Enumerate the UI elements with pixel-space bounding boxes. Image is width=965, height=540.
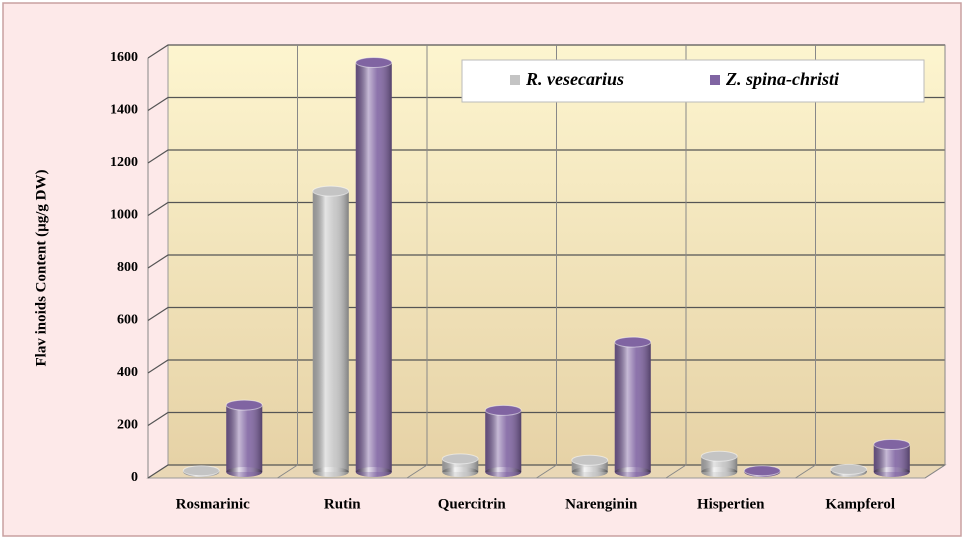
y-tick-label: 1400 [110,103,138,118]
cylinder-base-shade [442,467,479,477]
floor-divider [277,464,298,479]
cylinder-top [182,465,220,477]
cylinder-base-shade [355,467,392,477]
x-tick-label: Rosmarinic [176,496,251,512]
y-axis-title: Flav inoids Content (µg/g DW) [33,170,49,367]
x-tick-label: Hispertien [697,496,765,512]
bar-shade [485,410,522,472]
cylinder-top [571,454,609,466]
bar-shade [614,342,651,472]
y-tick-label: 200 [117,418,138,433]
legend-swatch [710,75,720,85]
floor-divider [406,464,428,479]
cylinder-top [441,453,479,465]
floor-divider [924,464,946,479]
legend-box [461,59,925,103]
floor-divider [536,464,557,479]
y-tick-label: 800 [117,260,138,275]
bar-shade [355,62,392,472]
cylinder-base-shade [312,467,349,477]
y-tick-label: 400 [117,365,138,380]
cylinder-top [700,450,738,462]
cylinder-top [830,463,868,475]
bar-shade [571,460,608,472]
x-tick-label: Narenginin [565,496,638,512]
y-tick-label: 1000 [110,208,138,223]
cylinder-base-shade [701,467,738,477]
cylinder-top [225,399,263,411]
legend-label: R. vesecarius [525,69,624,89]
cylinder-top [614,336,652,348]
legend-swatch [510,75,520,85]
y-tick-label: 1600 [110,50,138,65]
cylinder-base-shade [226,467,263,477]
cylinder-top [355,57,393,68]
y-tick-label: 1200 [110,155,138,170]
floor-divider [665,464,687,479]
cylinder-top [484,404,522,416]
x-tick-label: Rutin [324,496,361,512]
x-tick-label: Quercitrin [438,496,507,512]
cylinder-base-shade [614,467,651,477]
bar-shade [226,405,263,472]
x-tick-label: Kampferol [825,496,895,512]
cylinder-base-shade [571,467,608,477]
floor-divider [795,464,816,479]
cylinder-top [873,438,911,450]
cylinder-top [312,185,350,197]
y-tick-label: 0 [131,470,138,485]
y-tick-label: 600 [117,313,138,328]
legend: R. vesecarius Z. spina-christi [461,59,925,103]
bar-shade [312,191,349,472]
legend-label: Z. spina-christi [725,69,839,89]
cylinder-base-shade [485,467,522,477]
cylinder-base-shade [873,467,910,477]
cylinder-top [743,465,781,477]
